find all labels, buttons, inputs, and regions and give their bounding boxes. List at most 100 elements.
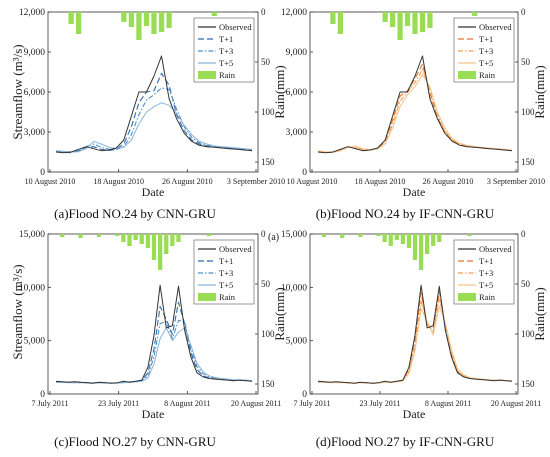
y-tick-label: 3,000 <box>24 128 46 138</box>
y2-tick-label: 0 <box>521 229 526 239</box>
rain-bar <box>382 234 387 242</box>
y2-tick-label: 150 <box>261 379 275 389</box>
y-tick-label: 15,000 <box>19 230 45 240</box>
rain-bar <box>176 234 181 242</box>
rain-bar <box>330 12 336 24</box>
y-tick-label: 9,000 <box>24 48 46 58</box>
panel-a: 0 3,000 6,000 9,000 12,000 0 50 100 150 10 August… <box>10 7 287 221</box>
legend-label: Observed <box>219 244 252 254</box>
series-line-observed <box>55 55 253 154</box>
rain-bar <box>340 234 345 238</box>
y2-tick-label: 100 <box>261 329 275 339</box>
x-tick-label: 8 August 2011 <box>425 399 471 408</box>
y-tick-label: 15,000 <box>281 230 307 240</box>
rain-bar <box>133 234 138 240</box>
rain-bar <box>96 234 102 237</box>
x-tick-label: 7 July 2011 <box>31 399 68 408</box>
legend-label: Observed <box>479 244 512 254</box>
legend-label: T+3 <box>479 46 493 56</box>
rain-bar <box>211 12 217 16</box>
y-tick-label: 12,000 <box>281 8 307 18</box>
rain-bar <box>400 234 405 244</box>
y2-tick-label: 100 <box>521 329 535 339</box>
panel-c: 0 5,000 10,000 15,000 0 50 100 150 7 July 2011 23… <box>10 229 287 449</box>
y2-tick-label: 50 <box>261 279 271 289</box>
x-tick-label: 8 August 2011 <box>164 399 210 408</box>
legend: Observed T+1 T+3 T+5 Rain <box>453 239 515 305</box>
rain-bar <box>390 12 396 27</box>
legend-label: Observed <box>219 22 252 32</box>
y-tick-label: 0 <box>40 390 45 400</box>
panel-annotation: (a) <box>268 232 279 243</box>
panel-caption: (c)Flood NO.27 by CNN-GRU <box>54 434 216 449</box>
series-line-observed <box>317 284 513 384</box>
y2-tick-label: 150 <box>521 157 535 167</box>
x-tick-label: 10 August 2010 <box>25 177 76 186</box>
rain-bar <box>321 234 327 237</box>
x-tick-label: 23 July 2011 <box>359 399 400 408</box>
rain-bar <box>78 234 83 238</box>
rain-bar <box>472 12 478 16</box>
rain-bar <box>397 12 403 40</box>
y2-axis-label: Rain(mm) <box>272 287 287 340</box>
rain-bar <box>388 234 393 246</box>
x-tick-label: 20 August 2011 <box>231 399 281 408</box>
legend-label: T+1 <box>479 256 493 266</box>
y2-tick-label: 50 <box>521 57 531 67</box>
y-axis-label: Streamflow (m³/s) <box>10 264 25 359</box>
rain-bar <box>412 234 418 260</box>
series-line-observed <box>317 55 513 154</box>
panel-d: 0 5,000 10,000 15,000 0 50 100 150 7 July 2011 23… <box>281 229 547 449</box>
legend-label: Rain <box>479 70 496 80</box>
rain-bar <box>337 12 343 34</box>
rain-bar <box>59 234 65 237</box>
series-line-t-3 <box>55 87 253 153</box>
rain-bar <box>145 234 151 248</box>
y2-tick-label: 100 <box>261 107 275 117</box>
rain-bar <box>75 12 82 34</box>
rain-bar <box>418 234 424 270</box>
legend: Observed T+1 T+3 T+5 Rain <box>193 239 255 305</box>
rain-bar <box>404 12 411 26</box>
y2-tick-label: 0 <box>261 229 266 239</box>
legend-label: T+1 <box>219 34 233 44</box>
y2-tick-label: 150 <box>261 157 275 167</box>
rain-bar <box>427 12 433 28</box>
legend-label: T+3 <box>219 268 233 278</box>
legend-swatch <box>198 71 216 79</box>
y-tick-label: 3,000 <box>286 128 308 138</box>
legend-swatch <box>458 71 476 79</box>
series-line-t-5 <box>55 102 253 153</box>
rain-bar <box>376 234 381 236</box>
legend-label: T+5 <box>219 58 233 68</box>
rain-bar <box>136 12 142 40</box>
series-line-observed <box>55 284 253 384</box>
y2-tick-label: 150 <box>521 379 535 389</box>
legend-label: T+5 <box>479 58 493 68</box>
x-tick-label: 7 July 2011 <box>293 399 330 408</box>
y2-tick-label: 0 <box>261 7 266 17</box>
legend-swatch <box>198 293 216 301</box>
panel-caption: (a)Flood NO.24 by CNN-GRU <box>54 206 216 221</box>
y2-tick-label: 50 <box>521 279 531 289</box>
legend-swatch <box>458 293 476 301</box>
y-tick-label: 6,000 <box>24 88 46 98</box>
legend-label: T+5 <box>479 280 493 290</box>
panel-b: 0 3,000 6,000 9,000 12,000 0 50 100 150 10 August… <box>281 7 547 221</box>
x-tick-label: 18 August 2010 <box>93 177 144 186</box>
y-tick-label: 10,000 <box>281 283 307 293</box>
panel-caption: (b)Flood NO.24 by IF-CNN-GRU <box>316 206 495 221</box>
rain-bar <box>425 234 430 254</box>
y-tick-label: 0 <box>302 168 307 178</box>
rain-bar <box>128 12 135 27</box>
x-tick-label: 23 July 2011 <box>98 399 139 408</box>
x-tick-label: 26 August 2010 <box>423 177 474 186</box>
panel-caption: (d)Flood NO.27 by IF-CNN-GRU <box>316 434 495 449</box>
y-tick-label: 5,000 <box>24 337 46 347</box>
y2-tick-label: 100 <box>521 107 535 117</box>
series-line-t-1 <box>55 72 253 154</box>
legend: Observed T+1 T+3 T+5 Rain <box>193 17 255 83</box>
rain-bar <box>151 234 157 260</box>
x-tick-label: 3 September 2010 <box>227 177 285 186</box>
